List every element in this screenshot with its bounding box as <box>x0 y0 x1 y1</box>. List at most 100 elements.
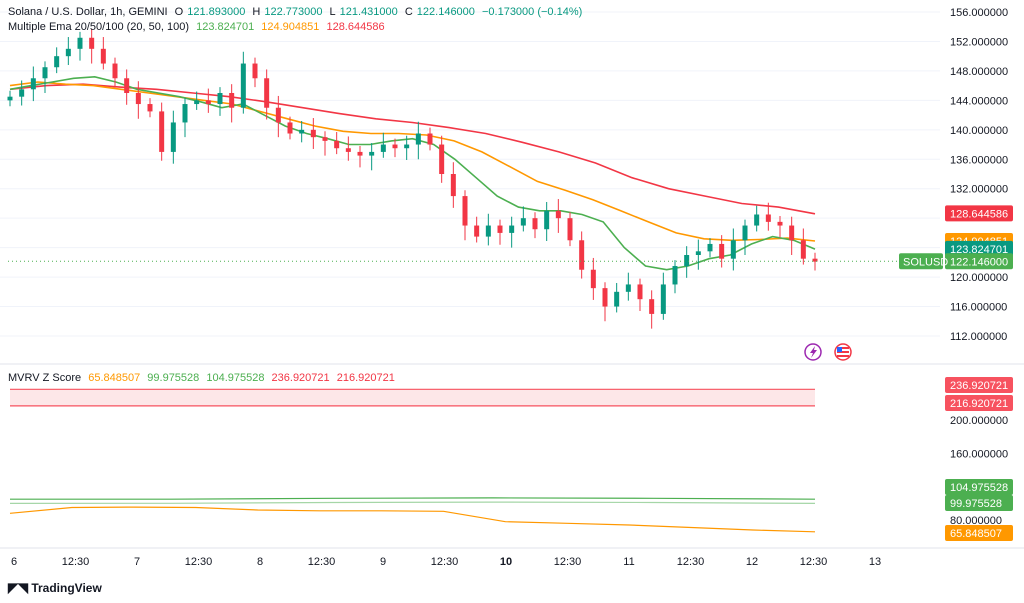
mvrv-value-0: 65.848507 <box>88 372 141 384</box>
us-flag-icon[interactable] <box>834 343 852 361</box>
candle-body <box>205 100 211 105</box>
ohlc-open: O 121.893000 <box>174 6 246 18</box>
candle-body <box>614 291 620 307</box>
price-tick-label: 140.000000 <box>950 125 1008 137</box>
time-tick-label: 12:30 <box>677 556 705 568</box>
tradingview-wordmark: TradingView <box>31 581 102 595</box>
candle-body <box>77 37 83 49</box>
candle-body <box>392 144 398 149</box>
candle-body <box>310 129 316 138</box>
tradingview-logo[interactable]: ◤◥ TradingView <box>8 580 102 596</box>
candles <box>7 28 818 329</box>
mvrv-value-4: 216.920721 <box>336 372 395 384</box>
mvrv-tick-label: 160.000000 <box>950 448 1008 460</box>
candle-body <box>474 225 480 237</box>
candle-body <box>789 225 795 241</box>
mvrv-value-2: 104.975528 <box>206 372 265 384</box>
candle-body <box>89 37 95 49</box>
time-tick-label: 6 <box>11 556 17 568</box>
mvrv-tick-label: 200.000000 <box>950 415 1008 427</box>
candle-body <box>462 196 468 226</box>
mvrv-series-line <box>9 501 816 504</box>
price-badge <box>945 253 1013 270</box>
candle-body <box>264 78 270 108</box>
mvrv-lines <box>9 388 816 533</box>
ema20-line <box>9 75 816 271</box>
mvrv-axis[interactable]: 200.000000 160.000000 80.000000 236.920721 2… <box>945 377 1013 541</box>
ohlc-low: L 121.431000 <box>329 6 398 18</box>
lightning-icon[interactable] <box>804 343 822 361</box>
symbol-title[interactable]: Solana / U.S. Dollar, 1h, GEMINI <box>8 6 168 18</box>
price-badge-label: 123.824701 <box>950 244 1008 256</box>
candle-body <box>7 96 13 101</box>
candle-body <box>684 255 690 267</box>
price-badge <box>945 205 1013 222</box>
mvrv-label[interactable]: MVRV Z Score <box>8 372 82 384</box>
candle-body <box>147 104 153 112</box>
mvrv-badge <box>945 395 1013 411</box>
candle-body <box>532 218 538 230</box>
candle-body <box>345 148 351 152</box>
ohlc-change: −0.173000 (−0.14%) <box>481 6 583 18</box>
mvrv-tick-label: 80.000000 <box>950 515 1002 527</box>
candle-body <box>275 107 281 123</box>
mvrv-badge-label: 65.848507 <box>950 528 1002 540</box>
candle-body <box>695 251 701 255</box>
candle-body <box>404 144 410 149</box>
time-tick-label: 12:30 <box>431 556 459 568</box>
price-tick-label: 152.000000 <box>950 36 1008 48</box>
symbol-legend: Solana / U.S. Dollar, 1h, GEMINI O 121.89… <box>8 5 586 19</box>
candle-body <box>649 299 655 314</box>
candle-body <box>42 67 48 79</box>
mvrv-badge <box>945 377 1013 393</box>
price-gridlines <box>0 11 940 337</box>
mvrv-value-3: 236.920721 <box>271 372 330 384</box>
ema20-value: 123.824701 <box>196 21 255 33</box>
mvrv-legend: MVRV Z Score 65.848507 99.975528 104.975… <box>8 371 399 385</box>
candle-body <box>625 284 631 292</box>
candle-body <box>299 129 305 134</box>
price-axis[interactable]: 156.000000 152.000000 148.000000 144.000000… <box>899 7 1013 343</box>
candle-body <box>112 63 118 79</box>
candle-body <box>800 240 806 259</box>
candle-body <box>427 133 433 145</box>
candle-body <box>509 225 515 233</box>
time-tick-label: 12:30 <box>554 556 582 568</box>
ohlc-high: H 122.773000 <box>252 6 323 18</box>
mvrv-badge-label: 104.975528 <box>950 482 1008 494</box>
candle-body <box>54 56 60 68</box>
candle-body <box>194 100 200 105</box>
candle-body <box>159 111 165 152</box>
time-tick-label: 13 <box>869 556 881 568</box>
candle-body <box>30 78 36 90</box>
candle-body <box>672 266 678 285</box>
time-axis[interactable]: 6 12:30 7 12:30 8 12:30 9 12:30 10 12:30 11 12:30 12… <box>0 547 1024 568</box>
candle-body <box>602 288 608 307</box>
candle-body <box>369 151 375 156</box>
candle-body <box>660 284 666 314</box>
price-tick-label: 120.000000 <box>950 272 1008 284</box>
mvrv-badge-label: 99.975528 <box>950 498 1002 510</box>
price-tick-label: 112.000000 <box>950 331 1007 343</box>
candle-body <box>217 93 223 105</box>
ohlc-close: C 122.146000 <box>404 6 475 18</box>
price-tick-label: 156.000000 <box>950 7 1008 19</box>
candle-body <box>520 218 526 226</box>
price-badge-label: 122.146000 <box>950 256 1008 268</box>
candle-body <box>707 243 713 252</box>
candle-body <box>170 122 176 152</box>
candle-body <box>252 63 258 79</box>
candle-body <box>380 144 386 152</box>
candle-body <box>812 258 818 262</box>
mvrv-badge <box>945 479 1013 495</box>
mvrv-band <box>10 389 815 406</box>
candle-body <box>777 221 783 226</box>
price-badge-label: 128.644586 <box>950 208 1008 220</box>
ema-label[interactable]: Multiple Ema 20/50/100 (20, 50, 100) <box>8 21 190 33</box>
ema-legend: Multiple Ema 20/50/100 (20, 50, 100) 123… <box>8 20 389 34</box>
ema50-value: 124.904851 <box>261 21 320 33</box>
candle-body <box>754 214 760 226</box>
candle-body <box>637 284 643 300</box>
ema50-line <box>9 81 816 242</box>
